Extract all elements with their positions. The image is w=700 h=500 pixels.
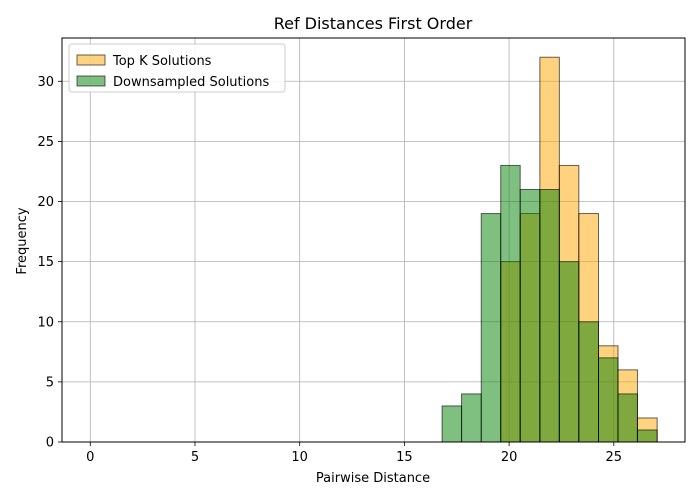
histogram-bar-downsampled — [558, 261, 580, 443]
legend: Top K Solutions Downsampled Solutions — [68, 43, 286, 93]
y-tick-label: 30 — [37, 75, 54, 90]
histogram-bar-downsampled — [500, 164, 521, 443]
x-tick-label: 0 — [86, 450, 94, 465]
legend-label: Top K Solutions — [112, 54, 212, 69]
plot-frame — [61, 37, 686, 443]
histogram-bar-downsampled — [441, 405, 463, 443]
x-tick-label: 5 — [191, 450, 199, 465]
chart-title: Ref Distances First Order — [274, 14, 473, 33]
histogram-bar-downsampled — [539, 189, 560, 443]
y-tick-label: 25 — [37, 135, 54, 150]
legend-label: Downsampled Solutions — [113, 75, 269, 90]
x-tick-label: 10 — [291, 450, 308, 465]
y-tick-label: 5 — [46, 375, 54, 390]
x-tick-label: 15 — [396, 450, 413, 465]
y-axis-label: Frequency — [15, 207, 30, 274]
histogram-bar-downsampled — [617, 393, 638, 443]
y-tick-label: 20 — [37, 195, 54, 210]
x-tick-label: 25 — [606, 450, 623, 465]
y-tick-label: 10 — [37, 315, 54, 330]
histogram-bar-downsampled — [598, 357, 619, 443]
histogram-bar-downsampled — [461, 393, 482, 443]
x-tick-label: 20 — [501, 450, 518, 465]
y-tick-label: 15 — [37, 255, 54, 270]
y-tick-label: 0 — [46, 436, 54, 451]
legend-box — [68, 43, 286, 93]
histogram-bar-downsampled — [636, 429, 658, 443]
histogram-bar-downsampled — [519, 189, 541, 443]
histogram-bar-downsampled — [578, 321, 600, 443]
histogram-bar-downsampled — [480, 213, 502, 443]
ticks: 0 5 10 15 20 25 0 5 10 15 20 25 30 — [37, 75, 622, 465]
legend-swatch — [76, 75, 106, 87]
legend-swatch — [76, 54, 106, 66]
x-axis-label: Pairwise Distance — [316, 471, 430, 486]
